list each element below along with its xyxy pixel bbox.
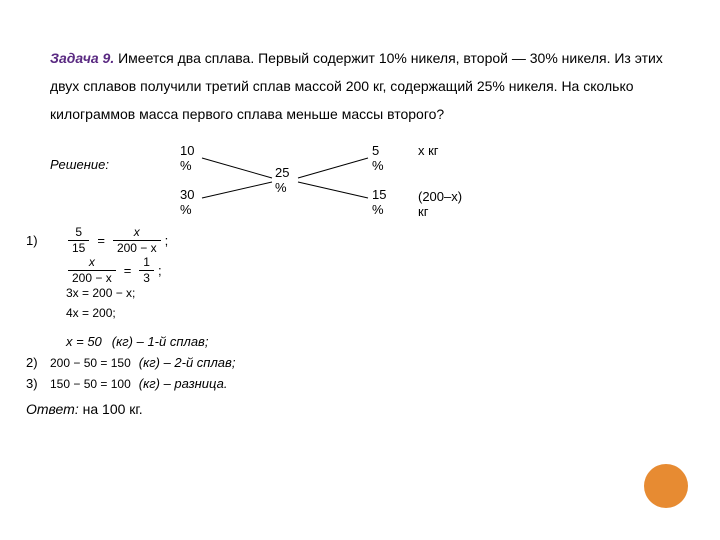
solution-steps: 1) 5 15 = x 200 − x ; x 200 − x = 1 3 ; … (26, 226, 670, 417)
note-3: (кг) – разница. (139, 376, 228, 391)
answer: Ответ: на 100 кг. (26, 401, 670, 417)
problem-body: Имеется два сплава. Первый содержит 10% … (50, 50, 663, 122)
frac-1-3: 1 3 (139, 256, 154, 284)
note-1: (кг) – 1-й сплав; (112, 334, 209, 349)
frac-5-15: 5 15 (68, 226, 89, 254)
frac-x-200mx: x 200 − x (113, 226, 161, 254)
diagram: Решение: 10 % 30 % 25 % 5 % 15 % х кг (2… (50, 140, 670, 230)
step-num-1: 1) (26, 233, 44, 248)
step-1: 1) 5 15 = x 200 − x ; (26, 226, 670, 254)
problem-text: Задача 9. Имеется два сплава. Первый сод… (50, 44, 670, 128)
note-2: (кг) – 2-й сплав; (139, 355, 236, 370)
corner-circle (644, 464, 688, 508)
problem-title: Задача 9. (50, 50, 114, 66)
step-x50: x = 50 (кг) – 1-й сплав; (26, 334, 670, 349)
answer-label: Ответ: (26, 401, 79, 417)
step-1b: x 200 − x = 1 3 ; (66, 256, 670, 284)
diagram-lines (50, 140, 490, 230)
step-1d: 4x = 200; (66, 306, 670, 320)
step-2: 2) 200 − 50 = 150 (кг) – 2-й сплав; (26, 355, 670, 370)
step-num-3: 3) (26, 376, 44, 391)
step-3: 3) 150 − 50 = 100 (кг) – разница. (26, 376, 670, 391)
step-1c: 3x = 200 − x; (66, 286, 670, 300)
frac-x-200mx-2: x 200 − x (68, 256, 116, 284)
equals-1: = (97, 233, 105, 248)
answer-text: на 100 кг. (79, 401, 143, 417)
step-num-2: 2) (26, 355, 44, 370)
